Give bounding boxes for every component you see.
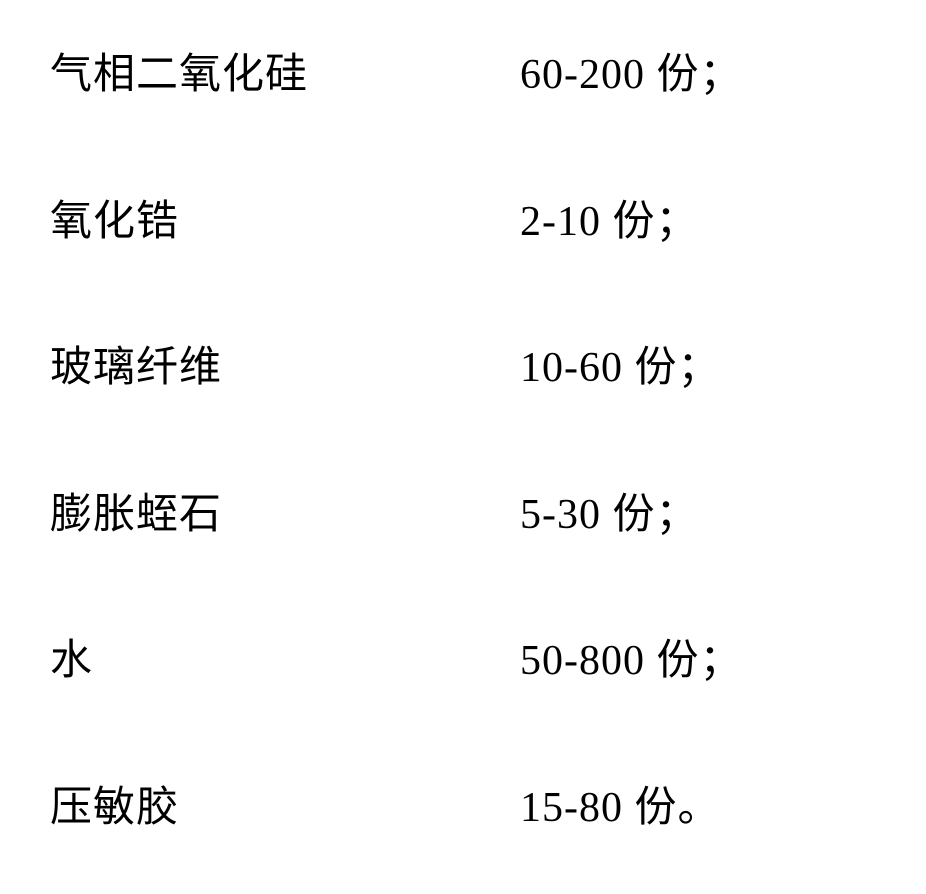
table-row: 压敏胶 15-80 份。 [50,773,876,834]
ingredient-value: 5-30 份； [520,480,699,541]
ingredient-label: 水 [50,626,520,687]
ingredient-label: 压敏胶 [50,773,520,834]
ingredient-list: 气相二氧化硅 60-200 份； 氧化锆 2-10 份； 玻璃纤维 10-60 … [50,40,876,854]
ingredient-value: 2-10 份； [520,187,699,248]
ingredient-value: 15-80 份。 [520,773,721,834]
table-row: 膨胀蛭石 5-30 份； [50,480,876,541]
ingredient-label: 膨胀蛭石 [50,480,520,541]
ingredient-label: 玻璃纤维 [50,333,520,394]
table-row: 水 50-800 份； [50,626,876,687]
table-row: 气相二氧化硅 60-200 份； [50,40,876,101]
ingredient-value: 50-800 份； [520,626,743,687]
ingredient-label: 氧化锆 [50,187,520,248]
ingredient-value: 10-60 份； [520,333,721,394]
table-row: 氧化锆 2-10 份； [50,187,876,248]
table-row: 玻璃纤维 10-60 份； [50,333,876,394]
ingredient-label: 气相二氧化硅 [50,40,520,101]
ingredient-value: 60-200 份； [520,40,743,101]
